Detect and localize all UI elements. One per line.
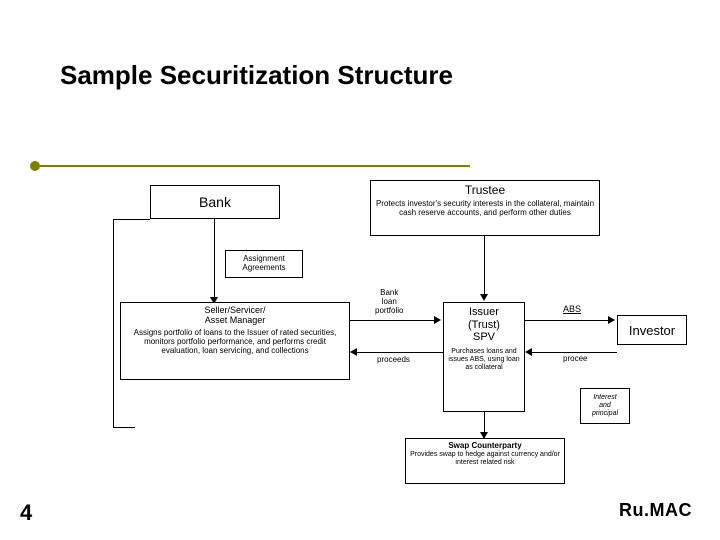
outer-frame-top	[113, 219, 150, 220]
seller-title: Seller/Servicer/ Asset Manager	[204, 306, 265, 326]
arrow-trustee-issuer	[484, 236, 485, 296]
arrow-investor-issuer-bot	[532, 352, 617, 353]
outer-frame	[113, 219, 114, 427]
accent-dot	[30, 161, 40, 171]
investor-text: Investor	[629, 323, 675, 338]
node-bank: Bank	[150, 185, 280, 219]
node-investor: Investor	[617, 315, 687, 345]
arrow-seller-issuer-top-head	[434, 316, 441, 324]
trustee-desc: Protects investor's security interests i…	[375, 199, 595, 217]
arrow-issuer-seller-bot	[357, 352, 443, 353]
node-trustee: Trustee Protects investor's security int…	[370, 180, 600, 236]
arrow-investor-issuer-bot-head	[525, 348, 532, 356]
arrow-trustee-issuer-head	[480, 294, 488, 301]
label-abs: ABS	[563, 305, 581, 315]
trustee-title: Trustee	[465, 183, 505, 197]
issuer-desc: Purchases loans and issues ABS, using lo…	[448, 348, 520, 372]
label-bank-loan-portfolio: Bank loan portfolio	[375, 289, 403, 315]
seller-desc: Assigns portfolio of loans to the Issuer…	[125, 328, 345, 356]
page-number: 4	[20, 500, 32, 526]
label-interest-principal: Interest and principal	[580, 388, 630, 424]
slide: { "title": "Sample Securitization Struct…	[0, 0, 720, 540]
node-swap: Swap Counterparty Provides swap to hedge…	[405, 438, 565, 484]
brand-logo: Ru.MAC	[619, 500, 692, 521]
arrow-bank-seller	[214, 219, 215, 299]
arrow-issuer-investor-top-head	[608, 316, 615, 324]
arrow-issuer-seller-bot-head	[350, 348, 357, 356]
node-assignment: Assignment Agreements	[225, 250, 303, 278]
arrow-issuer-swap	[484, 412, 485, 434]
label-procee: procee	[563, 355, 587, 364]
arrow-seller-issuer-top	[350, 320, 436, 321]
node-seller: Seller/Servicer/ Asset Manager Assigns p…	[120, 302, 350, 380]
swap-title: Swap Counterparty	[448, 441, 521, 450]
swap-desc: Provides swap to hedge against currency …	[410, 451, 560, 467]
node-issuer: Issuer (Trust) SPV Purchases loans and i…	[443, 302, 525, 412]
arrow-issuer-investor-top	[525, 320, 610, 321]
issuer-title: Issuer (Trust) SPV	[468, 306, 500, 344]
slide-title: Sample Securitization Structure	[60, 60, 453, 91]
label-proceeds-left: proceeds	[377, 356, 410, 365]
bank-title: Bank	[199, 194, 231, 210]
outer-frame-bot	[113, 427, 135, 428]
accent-line	[40, 165, 470, 167]
